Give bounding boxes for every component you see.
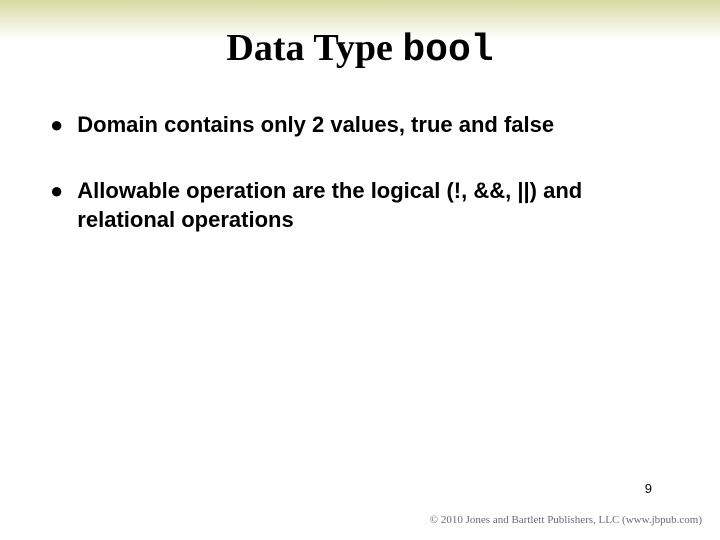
bullet-list: ● Domain contains only 2 values, true an…	[50, 110, 660, 271]
bullet-marker: ●	[50, 176, 63, 206]
title-code: bool	[402, 29, 493, 72]
bullet-marker: ●	[50, 110, 63, 140]
bullet-text: Allowable operation are the logical (!, …	[77, 176, 660, 235]
bullet-text: Domain contains only 2 values, true and …	[77, 110, 660, 140]
slide-title: Data Type bool	[0, 26, 720, 72]
page-number: 9	[645, 481, 652, 496]
title-prefix: Data Type	[226, 27, 402, 69]
copyright-text: © 2010 Jones and Bartlett Publishers, LL…	[430, 514, 702, 526]
list-item: ● Allowable operation are the logical (!…	[50, 176, 660, 235]
list-item: ● Domain contains only 2 values, true an…	[50, 110, 660, 140]
